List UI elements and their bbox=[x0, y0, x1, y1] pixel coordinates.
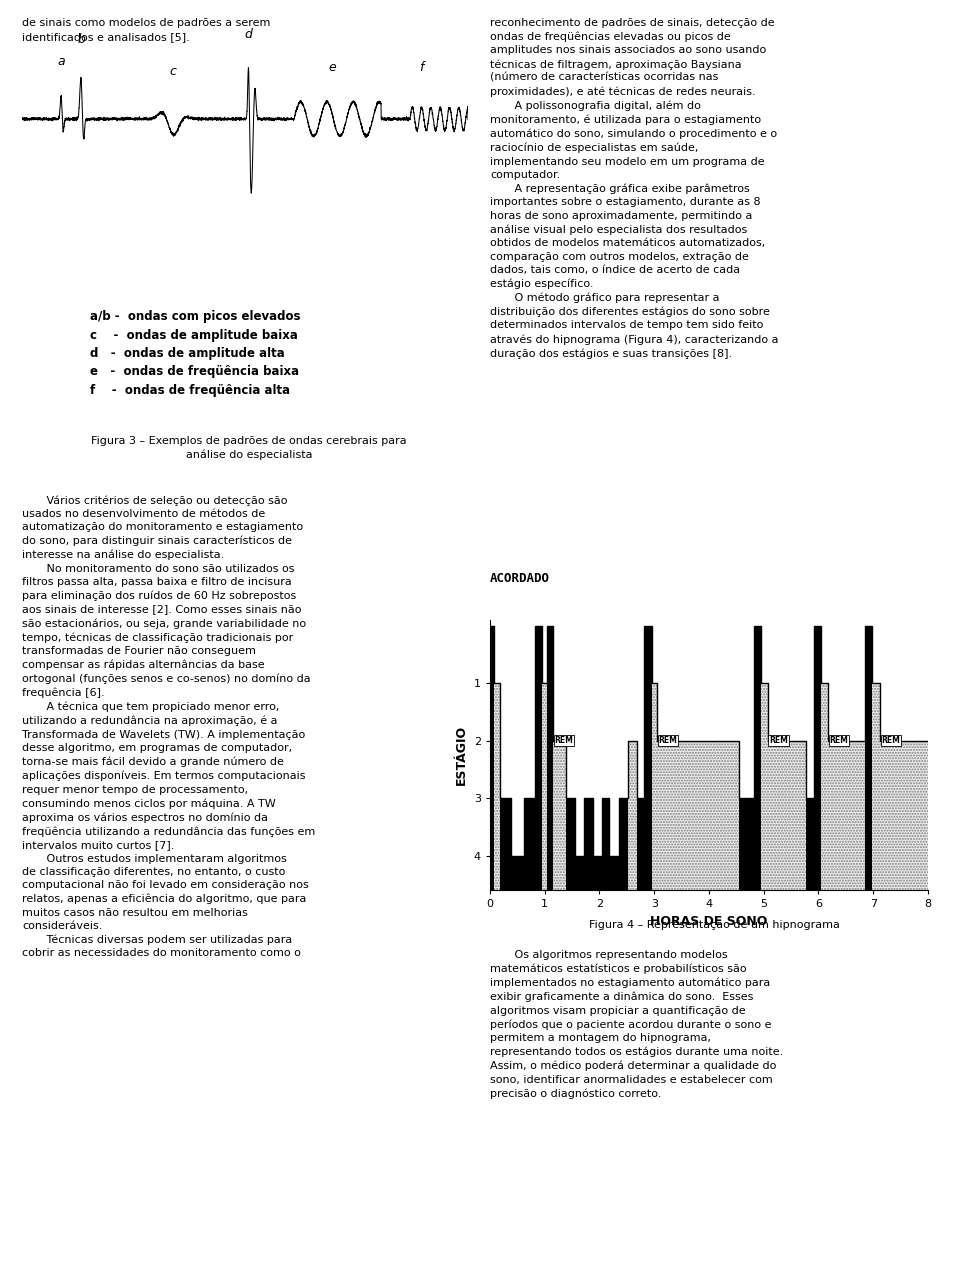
Bar bbox=[542, 683, 547, 891]
Text: Figura 4 – Representação de um hipnograma: Figura 4 – Representação de um hipnogram… bbox=[588, 920, 839, 930]
Text: reconhecimento de padrões de sinais, detecção de
ondas de freqüências elevadas o: reconhecimento de padrões de sinais, det… bbox=[490, 18, 779, 358]
Text: f: f bbox=[419, 62, 423, 75]
Bar bbox=[524, 798, 535, 891]
Bar bbox=[879, 740, 928, 891]
Bar bbox=[628, 740, 636, 891]
Bar bbox=[493, 683, 500, 891]
Bar bbox=[493, 683, 500, 891]
Bar bbox=[872, 683, 879, 891]
Bar bbox=[585, 798, 593, 891]
Bar bbox=[618, 798, 628, 891]
Text: REM: REM bbox=[881, 736, 900, 745]
Bar bbox=[547, 626, 553, 891]
Text: d: d bbox=[245, 28, 252, 42]
Bar bbox=[768, 740, 806, 891]
Bar bbox=[828, 740, 865, 891]
Bar bbox=[821, 683, 828, 891]
Bar bbox=[761, 683, 768, 891]
Bar bbox=[768, 740, 806, 891]
Text: e: e bbox=[328, 62, 336, 75]
Bar bbox=[806, 798, 814, 891]
Bar bbox=[657, 740, 739, 891]
Bar bbox=[593, 855, 602, 891]
Bar bbox=[652, 683, 657, 891]
Bar bbox=[602, 798, 610, 891]
Bar bbox=[644, 626, 652, 891]
Text: Figura 3 – Exemplos de padrões de ondas cerebrais para
análise do especialista: Figura 3 – Exemplos de padrões de ondas … bbox=[91, 436, 407, 460]
Bar bbox=[652, 683, 657, 891]
Bar bbox=[490, 626, 493, 891]
Text: REM: REM bbox=[555, 736, 573, 745]
Text: c: c bbox=[169, 65, 177, 77]
Bar bbox=[565, 798, 575, 891]
Bar bbox=[821, 683, 828, 891]
Bar bbox=[610, 855, 618, 891]
Text: REM: REM bbox=[659, 736, 678, 745]
Text: Vários critérios de seleção ou detecção são
usados no desenvolvimento de métodos: Vários critérios de seleção ou detecção … bbox=[22, 495, 315, 959]
Text: b: b bbox=[78, 33, 85, 47]
Bar bbox=[553, 740, 565, 891]
Bar bbox=[761, 683, 768, 891]
Bar bbox=[879, 740, 928, 891]
Bar bbox=[872, 683, 879, 891]
Text: Os algoritmos representando modelos
matemáticos estatísticos e probabilísticos s: Os algoritmos representando modelos mate… bbox=[490, 950, 783, 1098]
Bar bbox=[542, 683, 547, 891]
Text: REM: REM bbox=[829, 736, 849, 745]
Text: de sinais como modelos de padrões a serem
identificados e analisados [5].: de sinais como modelos de padrões a sere… bbox=[22, 18, 271, 42]
Bar bbox=[535, 626, 542, 891]
Bar bbox=[636, 798, 644, 891]
Bar bbox=[828, 740, 865, 891]
Bar bbox=[865, 626, 872, 891]
Bar bbox=[657, 740, 739, 891]
Bar bbox=[575, 855, 585, 891]
Text: REM: REM bbox=[769, 736, 788, 745]
Text: ACORDADO: ACORDADO bbox=[490, 572, 550, 584]
Text: a: a bbox=[58, 54, 65, 68]
Bar bbox=[754, 626, 761, 891]
Bar bbox=[628, 740, 636, 891]
Text: a/b -  ondas com picos elevados
c    -  ondas de amplitude baixa
d   -  ondas de: a/b - ondas com picos elevados c - ondas… bbox=[90, 310, 300, 397]
Bar bbox=[511, 855, 524, 891]
Y-axis label: ESTÁGIO: ESTÁGIO bbox=[455, 725, 468, 786]
X-axis label: HORAS DE SONO: HORAS DE SONO bbox=[650, 915, 768, 927]
Bar bbox=[739, 798, 754, 891]
Bar bbox=[500, 798, 511, 891]
Bar bbox=[553, 740, 565, 891]
Bar bbox=[814, 626, 821, 891]
